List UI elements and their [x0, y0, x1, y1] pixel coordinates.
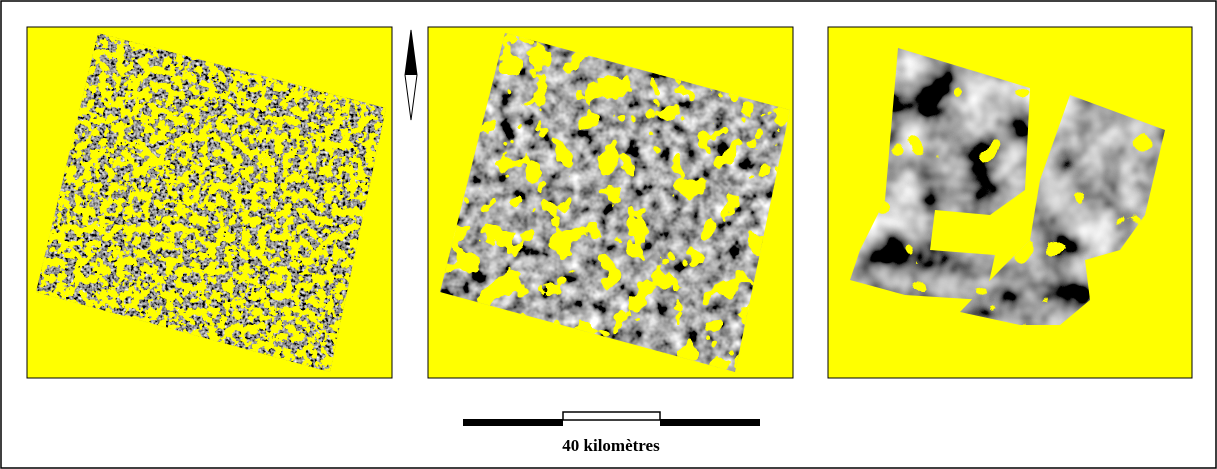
page: {"scale_bar": {"label": "40 kilomètres"}… — [0, 0, 1217, 469]
panel-2 — [428, 27, 793, 378]
panel-3 — [828, 27, 1192, 378]
scale-label: 40 kilomètres — [562, 436, 660, 455]
figure: 40 kilomètres — [0, 0, 1217, 469]
scale-segment — [463, 419, 563, 426]
scale-segment — [660, 419, 760, 426]
panel-1 — [27, 27, 392, 378]
scale-segment — [563, 412, 660, 420]
